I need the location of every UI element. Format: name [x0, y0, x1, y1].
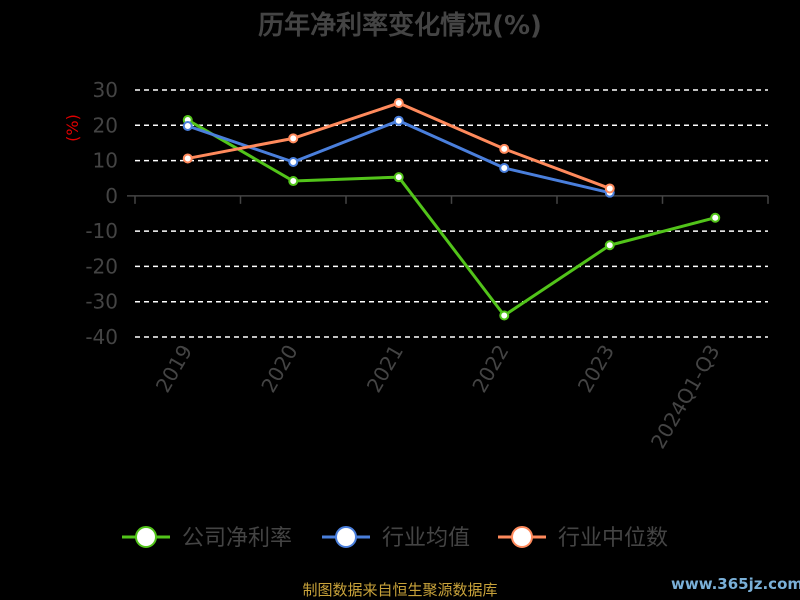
y-tick-labels: 30 20 10 0 -10 -20 -30 -40	[85, 78, 118, 349]
y-tick-label: -10	[85, 219, 118, 243]
data-point	[393, 98, 404, 109]
x-tick-label: 2021	[362, 341, 408, 397]
legend: 公司净利率 行业均值 行业中位数	[122, 526, 668, 551]
y-tick-label: 10	[93, 149, 118, 173]
legend-label: 行业均值	[382, 526, 470, 551]
data-point	[604, 240, 615, 251]
source-note: 制图数据来自恒生聚源数据库	[302, 581, 497, 599]
data-point	[499, 310, 510, 321]
legend-marker	[511, 526, 533, 548]
legend-label: 公司净利率	[182, 526, 292, 551]
x-tick-labels: 2019 2020 2021 2022 2023 2024Q1-Q3	[151, 341, 725, 453]
y-axis-label: (%)	[63, 114, 82, 142]
data-point	[499, 162, 510, 173]
data-point	[288, 176, 299, 187]
y-tick-label: -20	[85, 254, 118, 278]
data-point	[288, 133, 299, 144]
series-line-1	[186, 118, 716, 317]
axes	[127, 195, 769, 204]
data-point	[393, 172, 404, 183]
legend-marker	[335, 526, 357, 548]
data-point	[499, 143, 510, 154]
y-tick-label: 30	[93, 78, 118, 102]
x-tick-label: 2023	[573, 341, 619, 397]
legend-label: 行业中位数	[558, 526, 668, 551]
legend-marker	[135, 526, 157, 548]
data-point	[710, 212, 721, 223]
data-point	[182, 120, 193, 131]
y-tick-label: 20	[93, 113, 118, 137]
data-point	[393, 115, 404, 126]
data-point	[288, 156, 299, 167]
y-tick-label: 0	[105, 184, 118, 208]
x-tick-label: 2019	[151, 341, 197, 397]
watermark: www.365jz.com	[671, 575, 800, 593]
x-tick-label: 2020	[256, 341, 302, 397]
data-point	[604, 183, 615, 194]
y-tick-label: -40	[85, 325, 118, 349]
chart-title: 历年净利率变化情况(%)	[258, 10, 542, 41]
x-tick-label: 2022	[467, 341, 513, 397]
y-tick-label: -30	[85, 290, 118, 314]
series-group	[182, 98, 721, 321]
x-tick-label: 2024Q1-Q3	[646, 341, 725, 453]
data-point	[182, 153, 193, 164]
